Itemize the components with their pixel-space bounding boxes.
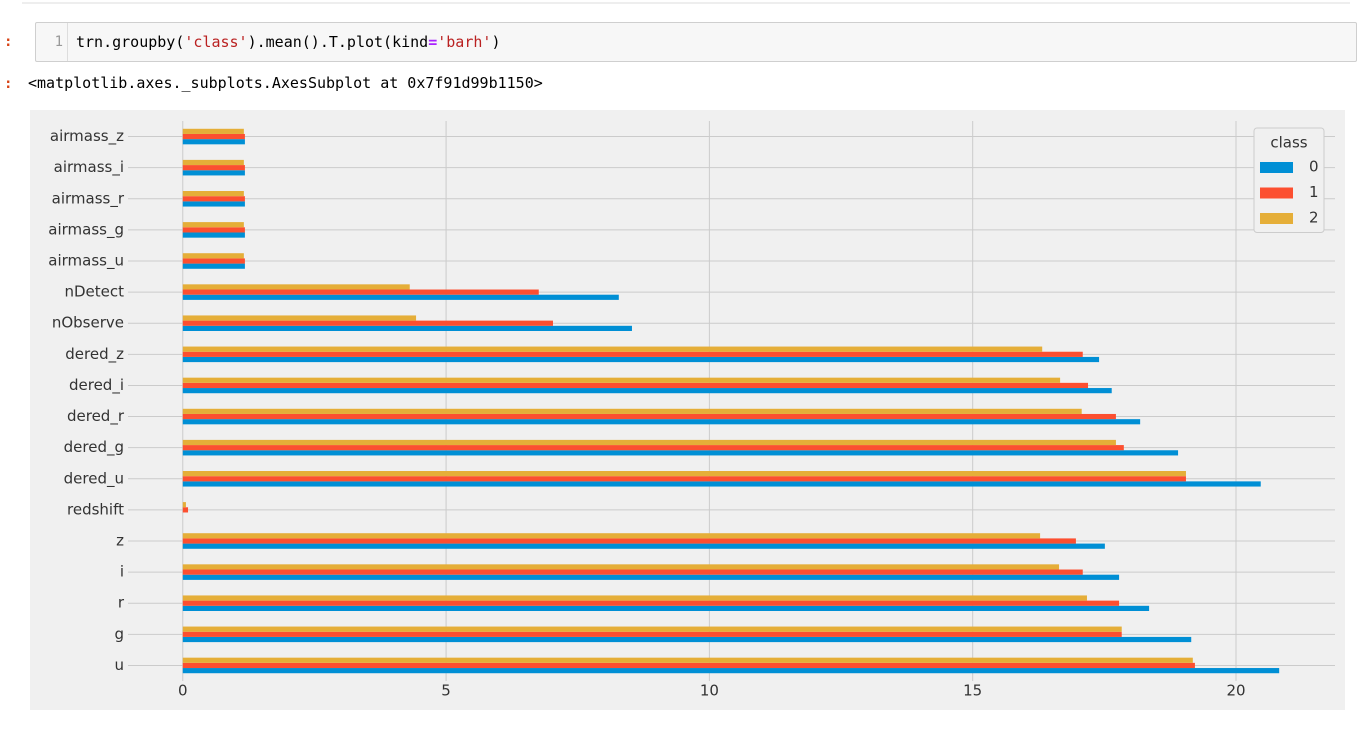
bar (182, 191, 244, 197)
code[interactable]: trn.groupby('class').mean().T.plot(kind=… (76, 23, 500, 61)
y-tick-label: r (118, 594, 125, 612)
bar (182, 439, 1116, 446)
legend-box (1253, 127, 1325, 233)
bar (182, 351, 1083, 357)
x-tick-label: 15 (963, 682, 982, 700)
bar (182, 564, 1060, 570)
legend-title: class (1270, 134, 1307, 152)
bar (182, 382, 1089, 389)
y-tick-label: dered_i (69, 376, 124, 395)
bar (182, 657, 1193, 663)
code-token: ) (491, 33, 501, 51)
bar (182, 626, 1122, 632)
bar (182, 595, 1087, 601)
output-prompt: : (4, 76, 13, 92)
bar (182, 507, 189, 513)
code-token: 'barh' (437, 33, 492, 51)
bar (182, 258, 245, 264)
code-token: 'class' (184, 33, 248, 51)
bar (182, 165, 245, 171)
x-tick-label: 5 (441, 682, 451, 700)
legend-swatch (1260, 162, 1293, 173)
bar (182, 227, 245, 233)
bar (182, 320, 553, 326)
y-tick-label: airmass_g (48, 220, 124, 239)
legend-swatch (1260, 187, 1293, 199)
y-tick-label: g (114, 625, 124, 643)
bar (182, 636, 1192, 643)
y-tick-label: dered_r (67, 407, 125, 426)
bar (182, 476, 1186, 482)
y-tick-label: i (120, 563, 124, 581)
bar (182, 569, 1083, 575)
y-tick-label: airmass_i (54, 158, 124, 177)
bar (182, 445, 1124, 451)
output-text: <matplotlib.axes._subplots.AxesSubplot a… (28, 74, 543, 92)
bar (182, 413, 1116, 420)
bar (182, 133, 245, 140)
x-tick-label: 10 (700, 682, 719, 700)
y-tick-label: redshift (67, 500, 124, 518)
previous-cell-border (22, 2, 1350, 4)
bar (182, 325, 632, 331)
bar (182, 289, 539, 295)
y-tick-label: nObserve (52, 314, 124, 332)
y-tick-label: airmass_z (50, 127, 124, 146)
bar (182, 388, 1112, 394)
bar (182, 346, 1043, 352)
y-tick-label: dered_u (64, 469, 124, 488)
code-cell[interactable]: 1 trn.groupby('class').mean().T.plot(kin… (35, 22, 1357, 62)
bar (182, 662, 1195, 669)
x-tick-label: 20 (1226, 682, 1245, 700)
bar (182, 196, 245, 202)
code-token: trn.groupby( (76, 33, 185, 51)
bar (182, 481, 1261, 487)
bar (182, 356, 1100, 363)
y-tick-label: dered_g (64, 438, 124, 457)
y-tick-label: u (114, 656, 124, 674)
bar (182, 201, 245, 207)
bar (182, 450, 1179, 456)
bar (182, 170, 245, 176)
y-tick-label: dered_z (65, 345, 124, 364)
input-prompt: : (4, 34, 13, 50)
x-tick-label: 0 (178, 682, 188, 700)
legend-label: 0 (1309, 158, 1319, 176)
bar (182, 408, 1082, 414)
bar (182, 543, 1105, 549)
bar (182, 128, 244, 134)
y-tick-label: airmass_r (52, 189, 125, 208)
code-token: = (428, 33, 438, 51)
bar (182, 600, 1120, 606)
bar (182, 263, 245, 269)
bar (182, 232, 245, 238)
bar (182, 502, 186, 508)
bar (182, 419, 1141, 425)
bar (182, 222, 244, 228)
bar (182, 471, 1186, 477)
line-number: 1 (36, 23, 68, 61)
bar (182, 253, 244, 259)
bar (182, 315, 417, 321)
bar (182, 159, 244, 166)
bar (182, 605, 1150, 611)
bar (182, 668, 1280, 674)
legend-label: 1 (1309, 183, 1319, 201)
bar (182, 284, 410, 290)
y-tick-label: airmass_u (48, 252, 124, 271)
y-tick-label: nDetect (64, 283, 124, 301)
code-token: ).mean().T.plot(kind (247, 33, 429, 51)
bar (182, 377, 1061, 383)
bar (182, 574, 1120, 580)
bar (182, 533, 1041, 539)
legend-swatch (1260, 213, 1293, 224)
y-tick-label: z (116, 532, 124, 550)
bar (182, 631, 1122, 637)
bar (182, 538, 1076, 544)
legend-label: 2 (1309, 209, 1319, 227)
bar (182, 294, 619, 300)
bar (182, 139, 245, 145)
